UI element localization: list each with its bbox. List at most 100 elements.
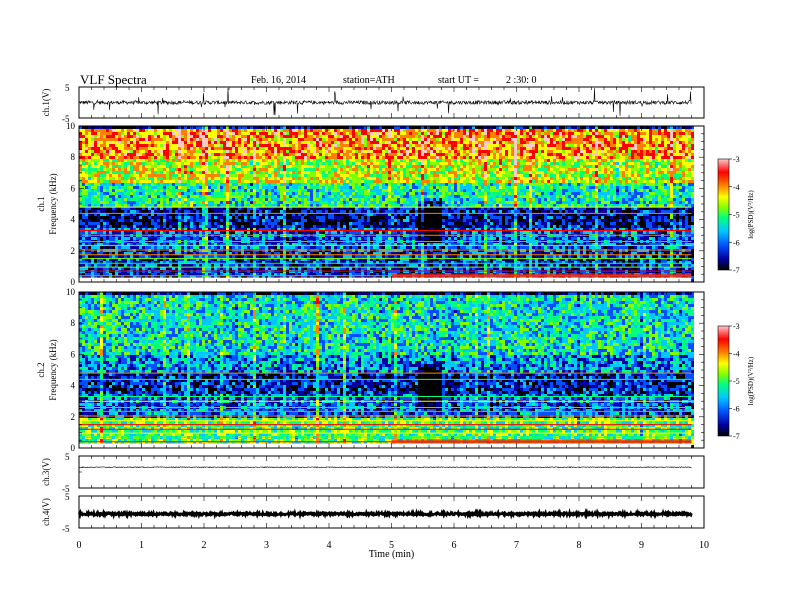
psd-cell (118, 207, 121, 210)
psd-cell (298, 192, 301, 195)
psd-cell (148, 207, 151, 210)
psd-cell (304, 276, 307, 279)
psd-cell (289, 192, 292, 195)
psd-cell (274, 264, 277, 267)
psd-cell (295, 204, 298, 207)
psd-cell (304, 177, 307, 180)
psd-cell (310, 228, 313, 231)
psd-cell (142, 189, 145, 192)
psd-cell (358, 198, 361, 201)
psd-cell (241, 207, 244, 210)
psd-cell (256, 162, 259, 165)
psd-cell (304, 144, 307, 147)
psd-cell (88, 201, 91, 204)
psd-cell (304, 162, 307, 165)
psd-cell (151, 156, 154, 159)
psd-cell (103, 228, 106, 231)
psd-cell (118, 186, 121, 189)
psd-cell (238, 273, 241, 276)
psd-cell (79, 141, 82, 144)
psd-cell (292, 189, 295, 192)
psd-cell (295, 150, 298, 153)
psd-cell (97, 147, 100, 150)
psd-cell (208, 171, 211, 174)
psd-cell (166, 189, 169, 192)
psd-cell (250, 207, 253, 210)
psd-cell (334, 141, 337, 144)
psd-cell (193, 147, 196, 150)
psd-cell (256, 156, 259, 159)
psd-cell (328, 177, 331, 180)
psd-cell (232, 255, 235, 258)
psd-cell (94, 192, 97, 195)
psd-cell (100, 171, 103, 174)
psd-cell (199, 129, 202, 132)
psd-cell (184, 150, 187, 153)
psd-cell (127, 177, 130, 180)
psd-cell (202, 183, 205, 186)
psd-cell (289, 156, 292, 159)
psd-cell (331, 147, 334, 150)
psd-cell (136, 189, 139, 192)
psd-cell (280, 129, 283, 132)
psd-cell (88, 264, 91, 267)
psd-cell (187, 171, 190, 174)
psd-cell (292, 147, 295, 150)
psd-cell (184, 129, 187, 132)
psd-cell (115, 267, 118, 270)
psd-cell (337, 222, 340, 225)
psd-cell (307, 171, 310, 174)
psd-cell (139, 159, 142, 162)
psd-cell (238, 144, 241, 147)
psd-cell (130, 258, 133, 261)
psd-cell (190, 165, 193, 168)
psd-cell (118, 147, 121, 150)
psd-cell (139, 132, 142, 135)
psd-cell (271, 141, 274, 144)
psd-cell (151, 225, 154, 228)
psd-cell (289, 135, 292, 138)
psd-cell (91, 201, 94, 204)
psd-cell (142, 261, 145, 264)
psd-cell (148, 156, 151, 159)
psd-cell (355, 243, 358, 246)
psd-cell (325, 276, 328, 279)
psd-cell (229, 258, 232, 261)
psd-cell (262, 126, 265, 129)
psd-cell (310, 213, 313, 216)
psd-cell (193, 144, 196, 147)
psd-cell (289, 183, 292, 186)
psd-cell (238, 276, 241, 279)
psd-cell (202, 258, 205, 261)
psd-cell (94, 264, 97, 267)
psd-cell (277, 201, 280, 204)
psd-cell (214, 165, 217, 168)
psd-cell (274, 219, 277, 222)
psd-cell (301, 189, 304, 192)
psd-cell (313, 186, 316, 189)
psd-cell (313, 132, 316, 135)
psd-cell (292, 132, 295, 135)
psd-cell (85, 237, 88, 240)
psd-cell (187, 186, 190, 189)
psd-cell (259, 219, 262, 222)
psd-cell (325, 159, 328, 162)
psd-cell (100, 231, 103, 234)
psd-cell (142, 222, 145, 225)
psd-cell (235, 201, 238, 204)
psd-cell (91, 198, 94, 201)
psd-cell (322, 201, 325, 204)
psd-cell (94, 144, 97, 147)
psd-cell (121, 246, 124, 249)
psd-cell (226, 189, 229, 192)
psd-cell (136, 225, 139, 228)
psd-cell (181, 144, 184, 147)
psd-cell (211, 132, 214, 135)
psd-cell (256, 159, 259, 162)
psd-cell (91, 246, 94, 249)
psd-cell (301, 261, 304, 264)
y-tick-label: 5 (65, 83, 70, 93)
psd-cell (265, 195, 268, 198)
psd-cell (238, 141, 241, 144)
psd-cell (316, 267, 319, 270)
